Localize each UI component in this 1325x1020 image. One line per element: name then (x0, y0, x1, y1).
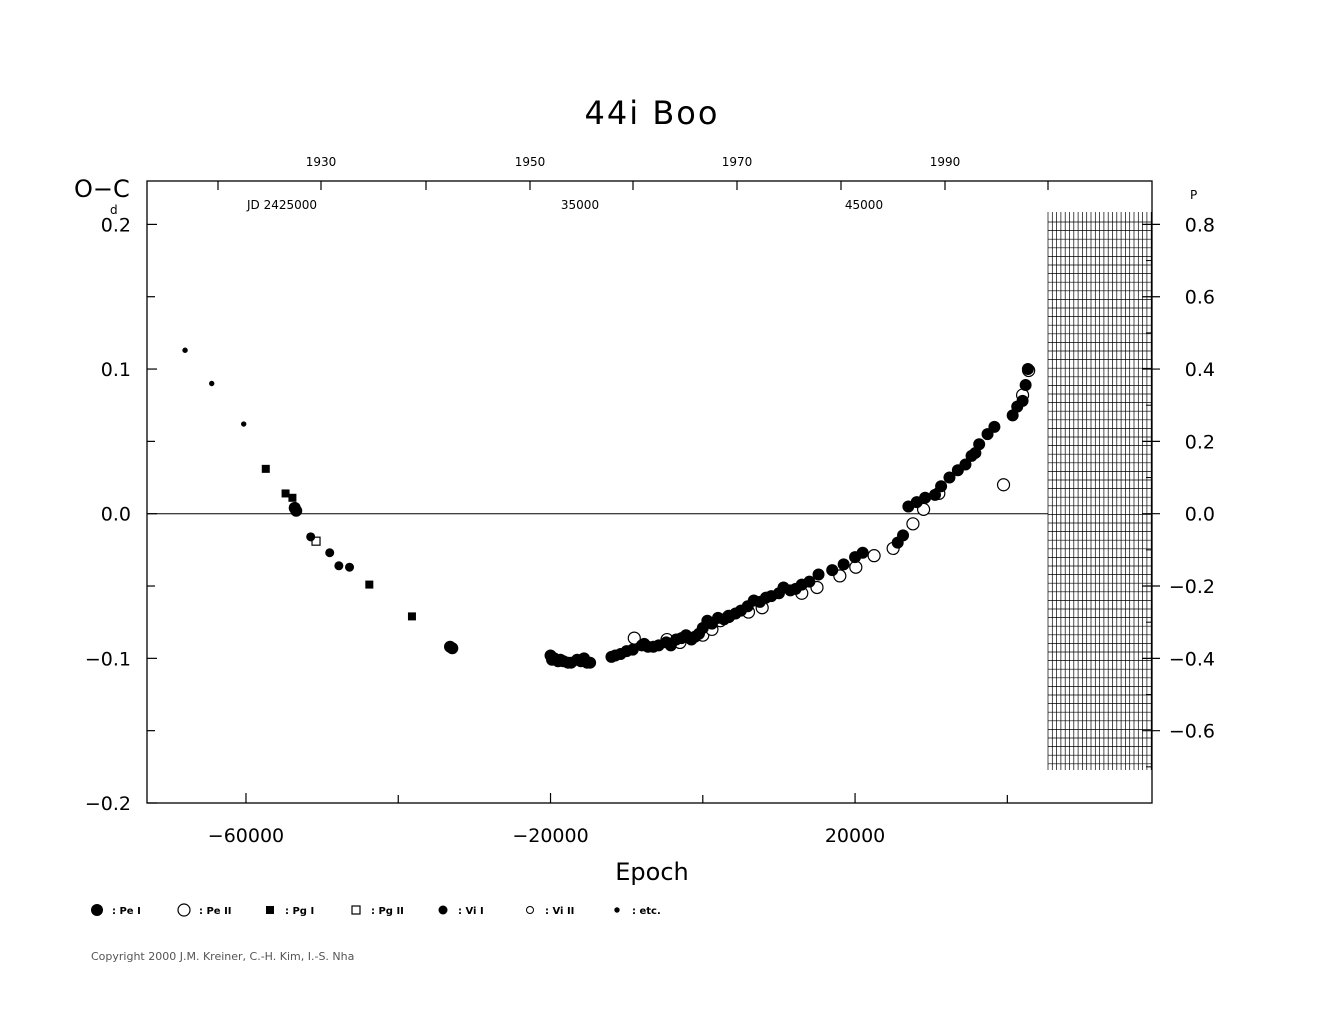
legend-label: : Vi II (545, 906, 574, 917)
legend-marker (526, 906, 534, 914)
data-point (306, 532, 316, 542)
y2-tick-label: 0.2 (1185, 431, 1215, 453)
data-point (290, 504, 303, 517)
data-point (943, 471, 956, 484)
data-point (856, 546, 869, 559)
copyright-text: Copyright 2000 J.M. Kreiner, C.-H. Kim, … (91, 950, 354, 963)
legend-marker (351, 905, 361, 915)
data-point (345, 562, 355, 572)
bottom-x-axis: −60000 −20000 20000 (208, 793, 1008, 847)
y-tick-label: −0.1 (85, 648, 131, 670)
y2-tick-label: 0.8 (1185, 214, 1215, 236)
plot-frame (146, 180, 1153, 804)
legend-label: : Pe II (199, 906, 232, 917)
future-period-grid (1047, 212, 1152, 770)
data-point (281, 489, 290, 498)
y-tick-label: 0.1 (101, 359, 131, 381)
data-point (182, 347, 188, 353)
legend-marker (266, 906, 274, 914)
data-point (837, 558, 850, 571)
legend-marker (177, 903, 191, 917)
chart-title: 44i Boo (585, 94, 720, 132)
data-point (867, 549, 881, 563)
data-point (929, 488, 942, 501)
data-point (365, 580, 374, 589)
left-y-axis: −0.2 −0.1 0.0 0.1 0.2 (85, 214, 157, 815)
y2-unit-superscript: P (1190, 188, 1197, 202)
y2-tick-label: −0.6 (1169, 721, 1215, 743)
year-label: 1930 (306, 155, 337, 169)
data-point (973, 438, 986, 451)
data-point (407, 612, 416, 621)
data-point (288, 493, 297, 502)
year-label: 1990 (930, 155, 961, 169)
data-points (182, 347, 1036, 669)
data-point (803, 575, 816, 588)
x-tick-label: −20000 (512, 825, 588, 847)
data-point (906, 517, 920, 531)
data-point (584, 656, 597, 669)
legend-marker (91, 904, 103, 916)
data-point (1021, 363, 1034, 376)
data-point (325, 548, 335, 558)
legend-label: : Pg II (371, 906, 404, 917)
y-axis-label: O−C (74, 175, 130, 203)
year-label: 1970 (722, 155, 753, 169)
data-point (261, 464, 270, 473)
data-point (1019, 378, 1032, 391)
data-point (812, 568, 825, 581)
data-point (209, 380, 215, 387)
y2-tick-label: 0.6 (1185, 287, 1215, 309)
y2-tick-label: −0.2 (1169, 576, 1215, 598)
data-point (1016, 394, 1029, 407)
data-point (988, 420, 1001, 433)
data-point (919, 491, 932, 504)
x-tick-label: −60000 (208, 825, 284, 847)
data-point (996, 478, 1011, 492)
y2-tick-label: −0.4 (1169, 648, 1215, 670)
legend: : Pe I : Pe II : Pg I : Pg II : Vi I : Vi II:… (91, 903, 661, 917)
x-axis-label: Epoch (615, 858, 689, 886)
y2-tick-label: 0.0 (1185, 504, 1215, 526)
legend-label: : Pg I (285, 906, 314, 917)
x-tick-label: 20000 (825, 825, 885, 847)
y-unit-superscript: d (110, 203, 118, 217)
legend-label: : Vi I (458, 906, 484, 917)
legend-marker (438, 905, 448, 915)
jd-label: 45000 (845, 198, 883, 212)
jd-label: 35000 (561, 198, 599, 212)
data-point (935, 480, 948, 493)
y-tick-label: 0.2 (101, 214, 131, 236)
top-date-axis: 1930 1950 1970 1990 JD 2425000 35000 45000 (217, 155, 1049, 212)
legend-label: : etc. (632, 906, 661, 917)
jd-label: JD 2425000 (246, 198, 317, 212)
legend-marker (614, 907, 620, 913)
y2-tick-label: 0.4 (1185, 359, 1215, 381)
y-tick-label: −0.2 (85, 793, 131, 815)
y-tick-label: 0.0 (101, 504, 131, 526)
legend-label: : Pe I (112, 906, 141, 917)
data-point (446, 642, 459, 655)
data-point (334, 561, 344, 571)
data-point (897, 529, 910, 542)
right-y-axis: −0.6 −0.4 −0.2 0.0 0.2 0.4 0.6 0.8 (1142, 214, 1215, 768)
data-point (240, 421, 247, 427)
data-point (959, 458, 972, 471)
data-point (826, 564, 839, 577)
year-label: 1950 (515, 155, 546, 169)
data-point (311, 536, 321, 546)
data-point (626, 643, 639, 656)
